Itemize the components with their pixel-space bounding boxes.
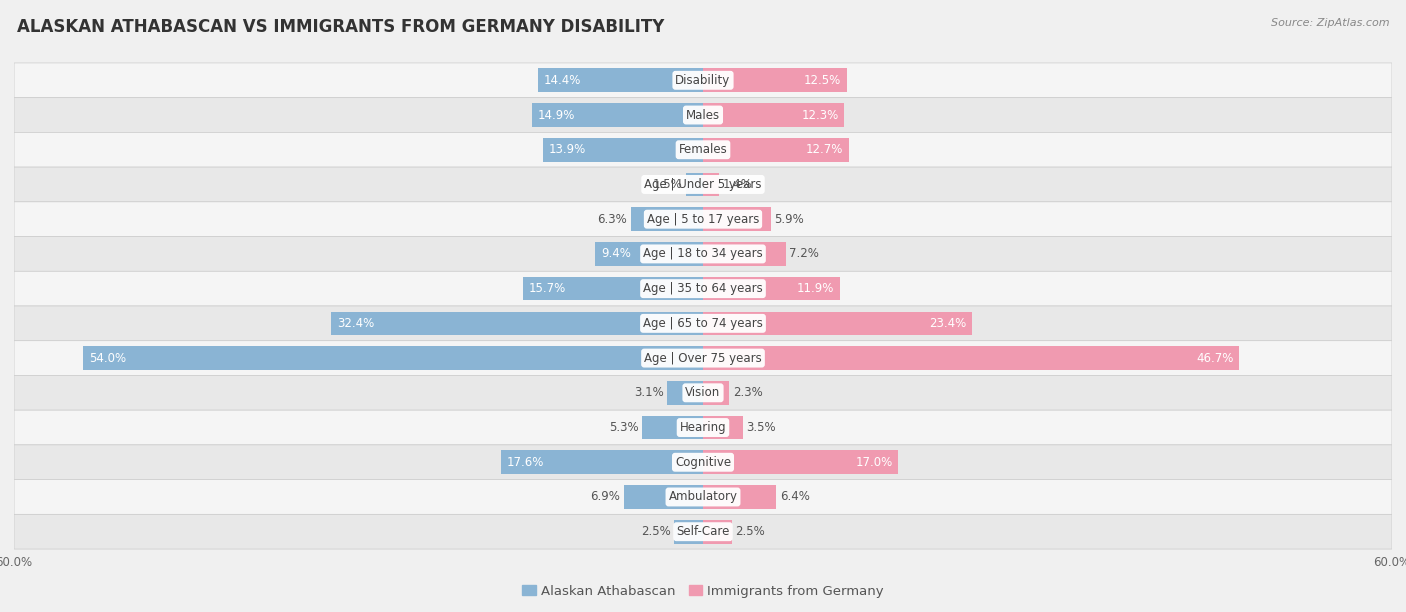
Text: 46.7%: 46.7% (1197, 351, 1233, 365)
Legend: Alaskan Athabascan, Immigrants from Germany: Alaskan Athabascan, Immigrants from Germ… (517, 580, 889, 603)
FancyBboxPatch shape (14, 480, 1392, 514)
Bar (703, 138, 849, 162)
Bar (668, 381, 703, 405)
FancyBboxPatch shape (14, 306, 1392, 341)
FancyBboxPatch shape (14, 514, 1392, 549)
Text: Age | Over 75 years: Age | Over 75 years (644, 351, 762, 365)
Bar (523, 277, 703, 300)
Text: 5.9%: 5.9% (775, 213, 804, 226)
Text: 54.0%: 54.0% (89, 351, 125, 365)
Text: 6.3%: 6.3% (598, 213, 627, 226)
Text: Age | 18 to 34 years: Age | 18 to 34 years (643, 247, 763, 261)
Bar (703, 450, 898, 474)
Text: Ambulatory: Ambulatory (668, 490, 738, 504)
Text: Disability: Disability (675, 74, 731, 87)
Text: Source: ZipAtlas.com: Source: ZipAtlas.com (1271, 18, 1389, 28)
Bar (631, 207, 703, 231)
Text: Vision: Vision (685, 386, 721, 399)
Text: 7.2%: 7.2% (789, 247, 818, 261)
FancyBboxPatch shape (14, 375, 1392, 410)
Bar (703, 485, 776, 509)
Bar (531, 103, 703, 127)
Text: Age | 35 to 64 years: Age | 35 to 64 years (643, 282, 763, 295)
FancyBboxPatch shape (14, 445, 1392, 480)
Bar (703, 312, 972, 335)
Bar (703, 277, 839, 300)
Bar (675, 520, 703, 543)
Text: 3.5%: 3.5% (747, 421, 776, 434)
Text: Males: Males (686, 108, 720, 122)
Text: 11.9%: 11.9% (797, 282, 834, 295)
Text: 12.3%: 12.3% (801, 108, 838, 122)
Bar (595, 242, 703, 266)
Bar (703, 173, 718, 196)
Text: 17.6%: 17.6% (506, 456, 544, 469)
Text: Cognitive: Cognitive (675, 456, 731, 469)
Text: 14.4%: 14.4% (543, 74, 581, 87)
Text: 12.7%: 12.7% (806, 143, 844, 156)
Text: Age | 5 to 17 years: Age | 5 to 17 years (647, 213, 759, 226)
Text: 14.9%: 14.9% (537, 108, 575, 122)
Text: 32.4%: 32.4% (336, 317, 374, 330)
Bar (330, 312, 703, 335)
FancyBboxPatch shape (14, 98, 1392, 132)
Bar (703, 346, 1239, 370)
Text: 5.3%: 5.3% (609, 421, 638, 434)
Text: 2.5%: 2.5% (641, 525, 671, 538)
Text: 2.3%: 2.3% (733, 386, 762, 399)
Bar (703, 69, 846, 92)
Bar (501, 450, 703, 474)
FancyBboxPatch shape (14, 167, 1392, 202)
FancyBboxPatch shape (14, 271, 1392, 306)
Bar (643, 416, 703, 439)
Text: Age | 65 to 74 years: Age | 65 to 74 years (643, 317, 763, 330)
Text: 17.0%: 17.0% (855, 456, 893, 469)
FancyBboxPatch shape (14, 410, 1392, 445)
FancyBboxPatch shape (14, 202, 1392, 237)
Bar (703, 207, 770, 231)
FancyBboxPatch shape (14, 63, 1392, 98)
Text: 23.4%: 23.4% (929, 317, 966, 330)
Text: ALASKAN ATHABASCAN VS IMMIGRANTS FROM GERMANY DISABILITY: ALASKAN ATHABASCAN VS IMMIGRANTS FROM GE… (17, 18, 664, 36)
Bar (83, 346, 703, 370)
Bar (624, 485, 703, 509)
Bar (686, 173, 703, 196)
Bar (703, 416, 744, 439)
Text: 2.5%: 2.5% (735, 525, 765, 538)
Text: Self-Care: Self-Care (676, 525, 730, 538)
Bar (703, 520, 731, 543)
Text: 12.5%: 12.5% (804, 74, 841, 87)
Bar (703, 103, 844, 127)
Bar (703, 242, 786, 266)
Text: 1.5%: 1.5% (652, 178, 682, 191)
FancyBboxPatch shape (14, 237, 1392, 271)
Bar (703, 381, 730, 405)
Text: 6.4%: 6.4% (780, 490, 810, 504)
Text: 1.4%: 1.4% (723, 178, 752, 191)
Bar (543, 138, 703, 162)
Text: 9.4%: 9.4% (600, 247, 631, 261)
Text: 6.9%: 6.9% (591, 490, 620, 504)
FancyBboxPatch shape (14, 341, 1392, 375)
Text: Age | Under 5 years: Age | Under 5 years (644, 178, 762, 191)
Text: 13.9%: 13.9% (550, 143, 586, 156)
Text: 3.1%: 3.1% (634, 386, 664, 399)
FancyBboxPatch shape (14, 132, 1392, 167)
Text: 15.7%: 15.7% (529, 282, 565, 295)
Text: Hearing: Hearing (679, 421, 727, 434)
Bar (537, 69, 703, 92)
Text: Females: Females (679, 143, 727, 156)
